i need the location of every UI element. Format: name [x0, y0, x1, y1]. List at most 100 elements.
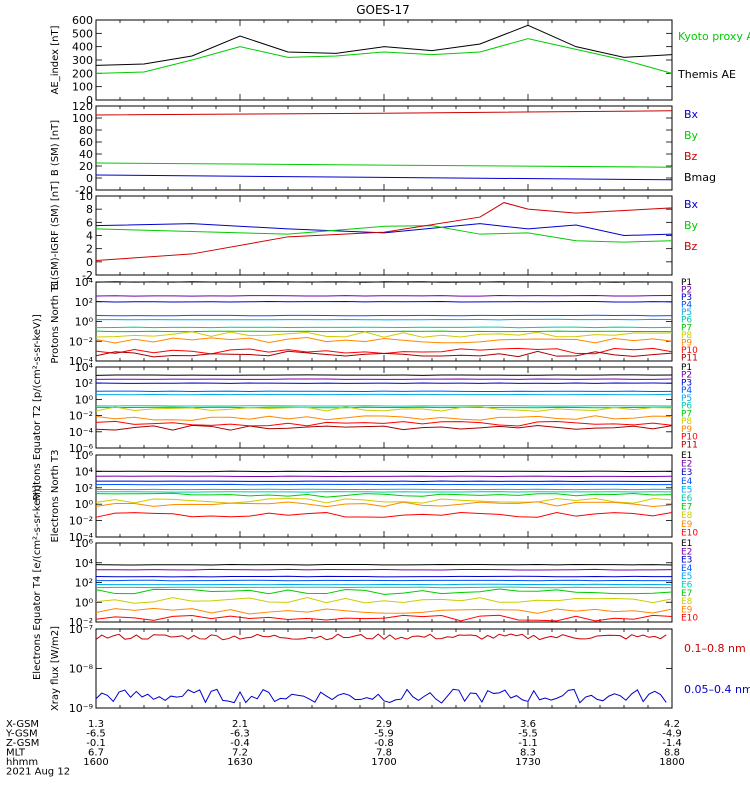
y-tick-label: 10⁴	[75, 557, 94, 570]
y-tick-label: 6	[86, 216, 93, 229]
y-tick-label: 10⁴	[75, 276, 94, 289]
legend-e9: E9	[681, 605, 693, 615]
y-axis-label: Protons Equator T2 [p/(cm²-s-sr-keV)]	[32, 314, 43, 501]
series-line	[95, 300, 673, 303]
y-tick-label: 10⁰	[75, 498, 94, 511]
legend-bmag: Bmag	[684, 171, 716, 184]
y-tick-label: 10⁰	[75, 316, 94, 329]
legend-e6: E6	[681, 494, 693, 504]
series-line	[95, 38, 673, 74]
legend-p5: P5	[681, 394, 692, 404]
series-line	[95, 281, 673, 283]
series-line	[95, 318, 673, 321]
y-tick-label: 300	[72, 54, 93, 67]
y-tick-label: 10⁻⁶	[69, 442, 94, 455]
axis-row-value: 1730	[515, 757, 540, 768]
series-line	[95, 330, 673, 333]
y-tick-label: 600	[72, 14, 93, 27]
y-tick-label: 0	[86, 94, 93, 107]
y-tick-label: 10⁻⁷	[69, 623, 93, 636]
legend-p1: P1	[681, 278, 692, 288]
y-tick-label: 10⁰	[75, 596, 94, 609]
series-line	[95, 596, 673, 604]
axis-row-value: -0.4	[230, 738, 250, 749]
y-axis-label: Protons North T1	[50, 279, 61, 363]
y-tick-label: 10²	[75, 377, 93, 390]
panel-frame	[95, 281, 673, 362]
legend-e3: E3	[681, 556, 692, 566]
legend-by: By	[684, 219, 699, 232]
axis-row-value: 1700	[371, 757, 396, 768]
series-line	[95, 575, 673, 578]
series-line	[95, 633, 667, 641]
series-line	[95, 563, 673, 566]
legend-e7: E7	[681, 589, 692, 599]
legend-p10: P10	[681, 346, 698, 356]
y-tick-label: 10⁻²	[69, 616, 93, 629]
y-axis-label: AE_index [nT]	[50, 25, 61, 94]
legend-p11: P11	[681, 353, 698, 363]
legend-p5: P5	[681, 308, 692, 318]
series-line	[95, 406, 673, 412]
y-tick-label: 400	[72, 41, 93, 54]
legend-e10: E10	[681, 614, 698, 624]
legend-e5: E5	[681, 485, 692, 495]
legend-p7: P7	[681, 409, 692, 419]
y-tick-label: -2	[82, 269, 93, 282]
axis-row-value: -4.9	[662, 729, 682, 740]
y-tick-label: 10⁰	[75, 393, 94, 406]
legend-xray-short: 0.05–0.4 nm	[684, 683, 750, 696]
y-tick-label: 20	[79, 160, 93, 173]
y-axis-label: B (SM) [nT]	[50, 120, 61, 176]
y-tick-label: 10⁻²	[69, 410, 93, 423]
y-tick-label: 0	[86, 256, 93, 269]
series-line	[95, 583, 673, 586]
legend-bz: Bz	[684, 240, 698, 253]
legend-e2: E2	[681, 547, 692, 557]
panel-6: 10⁻⁴ 10⁻² 10⁰ 10² 10⁴ 10⁶ Electrons North T3 E1…	[50, 449, 698, 544]
series-line	[95, 225, 673, 243]
legend-e1: E1	[681, 451, 692, 461]
series-line	[95, 420, 673, 427]
series-line	[95, 498, 673, 504]
legend-e10: E10	[681, 528, 698, 538]
y-tick-label: -20	[75, 184, 93, 197]
legend-e4: E4	[681, 564, 693, 574]
y-tick-label: 100	[72, 81, 93, 94]
y-tick-label: 40	[79, 148, 93, 161]
legend-p9: P9	[681, 425, 692, 435]
legend-e1: E1	[681, 539, 692, 549]
axis-row-value: 8.8	[664, 748, 680, 759]
series-line	[95, 326, 673, 329]
y-tick-label: 2	[86, 243, 93, 256]
legend-p6: P6	[681, 402, 692, 412]
legend-p8: P8	[681, 417, 692, 427]
y-tick-label: 10²	[75, 577, 93, 590]
panel-frame	[95, 195, 673, 276]
y-tick-label: 10²	[75, 482, 93, 495]
legend-p3: P3	[681, 293, 692, 303]
y-tick-label: 10⁻⁴	[69, 355, 94, 368]
axis-row-value: 7.2	[232, 748, 248, 759]
y-tick-label: 10⁴	[75, 361, 94, 374]
axis-row-value: 7.8	[376, 748, 392, 759]
y-tick-label: 4	[86, 230, 93, 243]
series-line	[95, 415, 673, 421]
panel-frame	[95, 454, 673, 538]
legend-p9: P9	[681, 338, 692, 348]
axis-row-label: MLT	[6, 748, 26, 759]
y-tick-label: 120	[72, 100, 93, 113]
series-line	[95, 492, 673, 498]
series-line	[95, 314, 673, 317]
series-line	[95, 24, 673, 66]
axis-row-value: -6.5	[86, 729, 106, 740]
axis-row-value: -5.5	[518, 729, 538, 740]
y-tick-label: 500	[72, 27, 93, 40]
legend-p4: P4	[681, 386, 692, 396]
axis-row-value: -6.3	[230, 729, 250, 740]
y-tick-label: 10⁻⁹	[69, 702, 93, 715]
legend-xray-long: 0.1–0.8 nm	[684, 642, 746, 655]
y-tick-label: 10⁻²	[69, 515, 93, 528]
